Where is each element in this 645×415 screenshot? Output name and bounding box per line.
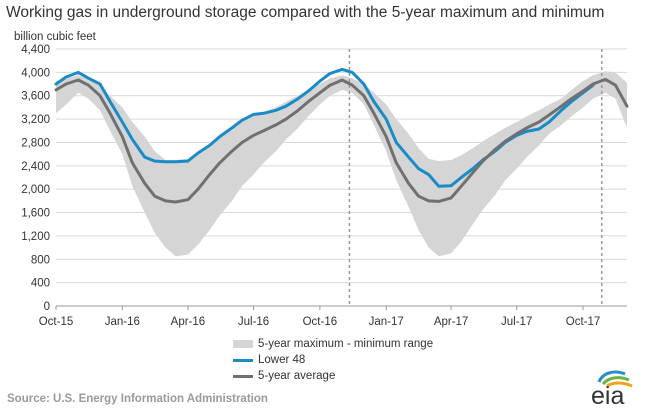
y-tick-label: 0 [44,301,50,313]
range-band [56,71,627,257]
y-tick-label: 4,000 [21,67,50,79]
y-tick-label: 1,200 [21,231,50,243]
x-tick-label: Oct-15 [39,316,74,328]
y-axis-unit-label: billion cubic feet [14,31,96,43]
x-tick-label: Apr-16 [171,316,206,328]
legend-swatch-range [233,340,253,348]
y-tick-label: 4,400 [21,44,50,56]
y-tick-label: 2,400 [21,161,50,173]
legend-swatch-lower48 [233,358,253,362]
x-tick-label: Oct-16 [303,316,338,328]
y-tick-label: 400 [31,278,50,290]
x-tick-label: Apr-17 [434,316,469,328]
x-tick-label: Jan-17 [369,316,404,328]
y-tick-label: 3,600 [21,91,50,103]
x-tick-label: Jul-16 [238,316,269,328]
chart-legend: 5-year maximum - minimum range Lower 48 … [233,336,433,384]
legend-label-average: 5-year average [258,370,336,382]
eia-logo: eia [585,368,635,410]
chart-title: Working gas in underground storage compa… [6,4,605,21]
eia-logo-swoosh-icon [597,370,633,388]
y-tick-label: 2,800 [21,137,50,149]
source-note: Source: U.S. Energy Information Administ… [7,393,268,405]
legend-label-range: 5-year maximum - minimum range [258,338,434,350]
y-tick-label: 1,600 [21,208,50,220]
y-tick-label: 800 [31,254,50,266]
x-tick-label: Jan-16 [105,316,140,328]
y-tick-label: 2,000 [21,184,50,196]
legend-swatch-average [233,374,253,378]
y-tick-label: 3,200 [21,114,50,126]
legend-item-lower48: Lower 48 [233,352,433,368]
legend-item-range: 5-year maximum - minimum range [233,336,433,352]
legend-item-average: 5-year average [233,368,433,384]
x-tick-label: Jul-17 [501,316,532,328]
eia-logo-text: eia [591,382,625,410]
x-tick-label: Oct-17 [566,316,601,328]
legend-label-lower48: Lower 48 [258,354,306,366]
series-line-average [54,77,629,204]
